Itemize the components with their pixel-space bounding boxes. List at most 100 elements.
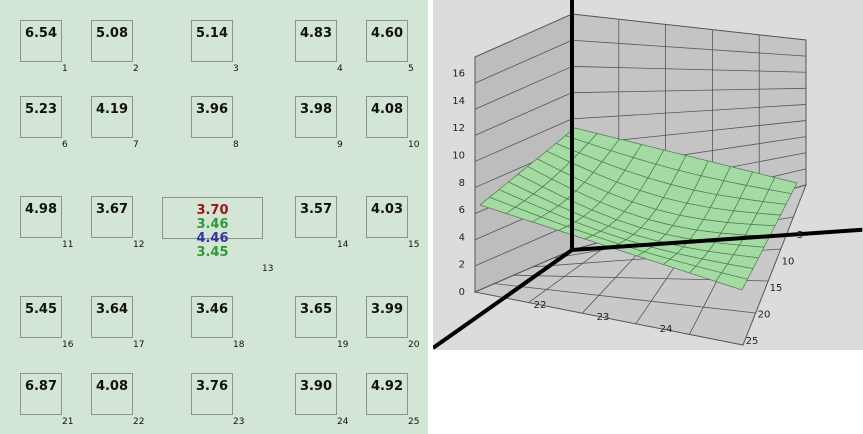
cell-index: 4 — [337, 64, 343, 74]
y-axis — [571, 227, 863, 252]
wall-grid — [571, 87, 807, 94]
cell-index: 20 — [408, 340, 420, 350]
z-tick-label: 12 — [452, 123, 465, 134]
cell-box — [162, 197, 263, 239]
cell-box — [191, 296, 233, 338]
cell-box — [295, 96, 337, 138]
cell-value: 4.83 — [299, 26, 333, 41]
x-tick-label: 24 — [660, 324, 673, 335]
cell-value: 6.87 — [24, 379, 58, 394]
cell-box — [295, 296, 337, 338]
cell-value: 3.76 — [195, 379, 229, 394]
z-tick-label: 14 — [452, 96, 465, 107]
cell-box — [366, 20, 408, 62]
cell-box — [20, 196, 62, 238]
cell-index: 8 — [233, 140, 239, 150]
x-axis — [433, 248, 574, 350]
y-tick-label: 20 — [758, 310, 771, 321]
cell-index: 2 — [133, 64, 139, 74]
cell-value: 3.57 — [299, 202, 333, 217]
cell-index: 15 — [408, 240, 420, 250]
wall-grid — [474, 66, 573, 110]
cell-index: 11 — [62, 240, 74, 250]
cell-index: 19 — [337, 340, 349, 350]
cell-value: 3.45 — [196, 245, 229, 260]
cell-index: 12 — [133, 240, 145, 250]
cell-index: 14 — [337, 240, 349, 250]
cell-box — [295, 373, 337, 415]
cell-value: 6.54 — [24, 26, 58, 41]
z-tick-label: 2 — [459, 260, 465, 271]
cell-value: 3.46 — [195, 302, 229, 317]
cell-box — [366, 96, 408, 138]
cell-index: 6 — [62, 140, 68, 150]
wall-grid — [474, 118, 573, 162]
cell-box — [366, 373, 408, 415]
surface-patch — [715, 272, 749, 291]
cell-value: 4.60 — [370, 26, 404, 41]
cell-box — [191, 96, 233, 138]
cell-box — [20, 96, 62, 138]
cell-box — [191, 20, 233, 62]
cell-index: 3 — [233, 64, 239, 74]
x-tick-label: 23 — [597, 312, 610, 323]
cell-value: 5.14 — [195, 26, 229, 41]
cell-value: 3.46 — [196, 217, 229, 232]
cell-index: 24 — [337, 417, 349, 427]
z-tick-label: 16 — [452, 69, 465, 80]
cell-index: 16 — [62, 340, 74, 350]
cell-value: 4.19 — [95, 102, 129, 117]
wall-grid — [571, 104, 807, 120]
cell-value: 3.70 — [196, 203, 229, 218]
cell-index: 18 — [233, 340, 245, 350]
cell-box — [295, 196, 337, 238]
y-tick-label: 15 — [770, 283, 783, 294]
cell-value: 5.23 — [24, 102, 58, 117]
x-tick-label: 22 — [534, 300, 547, 311]
cell-value: 4.08 — [370, 102, 404, 117]
cell-value: 5.45 — [24, 302, 58, 317]
wall-grid — [474, 39, 573, 84]
z-tick-label: 8 — [459, 178, 465, 189]
cell-value: 5.08 — [95, 26, 129, 41]
cell-value: 4.46 — [196, 231, 229, 246]
z-tick-label: 4 — [459, 232, 465, 243]
y-tick-label: 5 — [797, 230, 803, 241]
cell-index: 22 — [133, 417, 145, 427]
z-tick-label: 0 — [459, 287, 465, 298]
cell-value: 3.64 — [95, 302, 129, 317]
cell-box — [20, 20, 62, 62]
cell-value: 3.65 — [299, 302, 333, 317]
cell-value: 3.90 — [299, 379, 333, 394]
wall-grid — [571, 66, 807, 73]
z-tick-label: 6 — [459, 205, 465, 216]
wall-grid — [571, 39, 807, 57]
y-tick-label: 25 — [746, 336, 759, 347]
cell-index: 10 — [408, 140, 420, 150]
wall-grid — [474, 92, 573, 136]
wall-grid — [474, 223, 573, 267]
cell-value: 4.92 — [370, 379, 404, 394]
y-tick-label: 10 — [782, 257, 795, 268]
cell-index: 7 — [133, 140, 139, 150]
cell-value: 4.98 — [24, 202, 58, 217]
cell-box — [366, 196, 408, 238]
cell-index: 1 — [62, 64, 68, 74]
cell-index: 21 — [62, 417, 74, 427]
cell-box — [366, 296, 408, 338]
cell-value: 3.98 — [299, 102, 333, 117]
cell-panel: 6.54 1 5.08 2 5.14 3 4.83 4 4.60 5 5.23 6 4.19 7 3.96 8… — [0, 0, 428, 434]
cell-box — [20, 373, 62, 415]
cell-box — [20, 296, 62, 338]
cell-index: 17 — [133, 340, 145, 350]
cell-value: 3.96 — [195, 102, 229, 117]
cell-value: 4.08 — [95, 379, 129, 394]
cell-box — [91, 20, 133, 62]
cell-box — [91, 96, 133, 138]
cell-index: 23 — [233, 417, 245, 427]
cell-value: 3.67 — [95, 202, 129, 217]
cell-box — [295, 20, 337, 62]
cell-box — [191, 373, 233, 415]
